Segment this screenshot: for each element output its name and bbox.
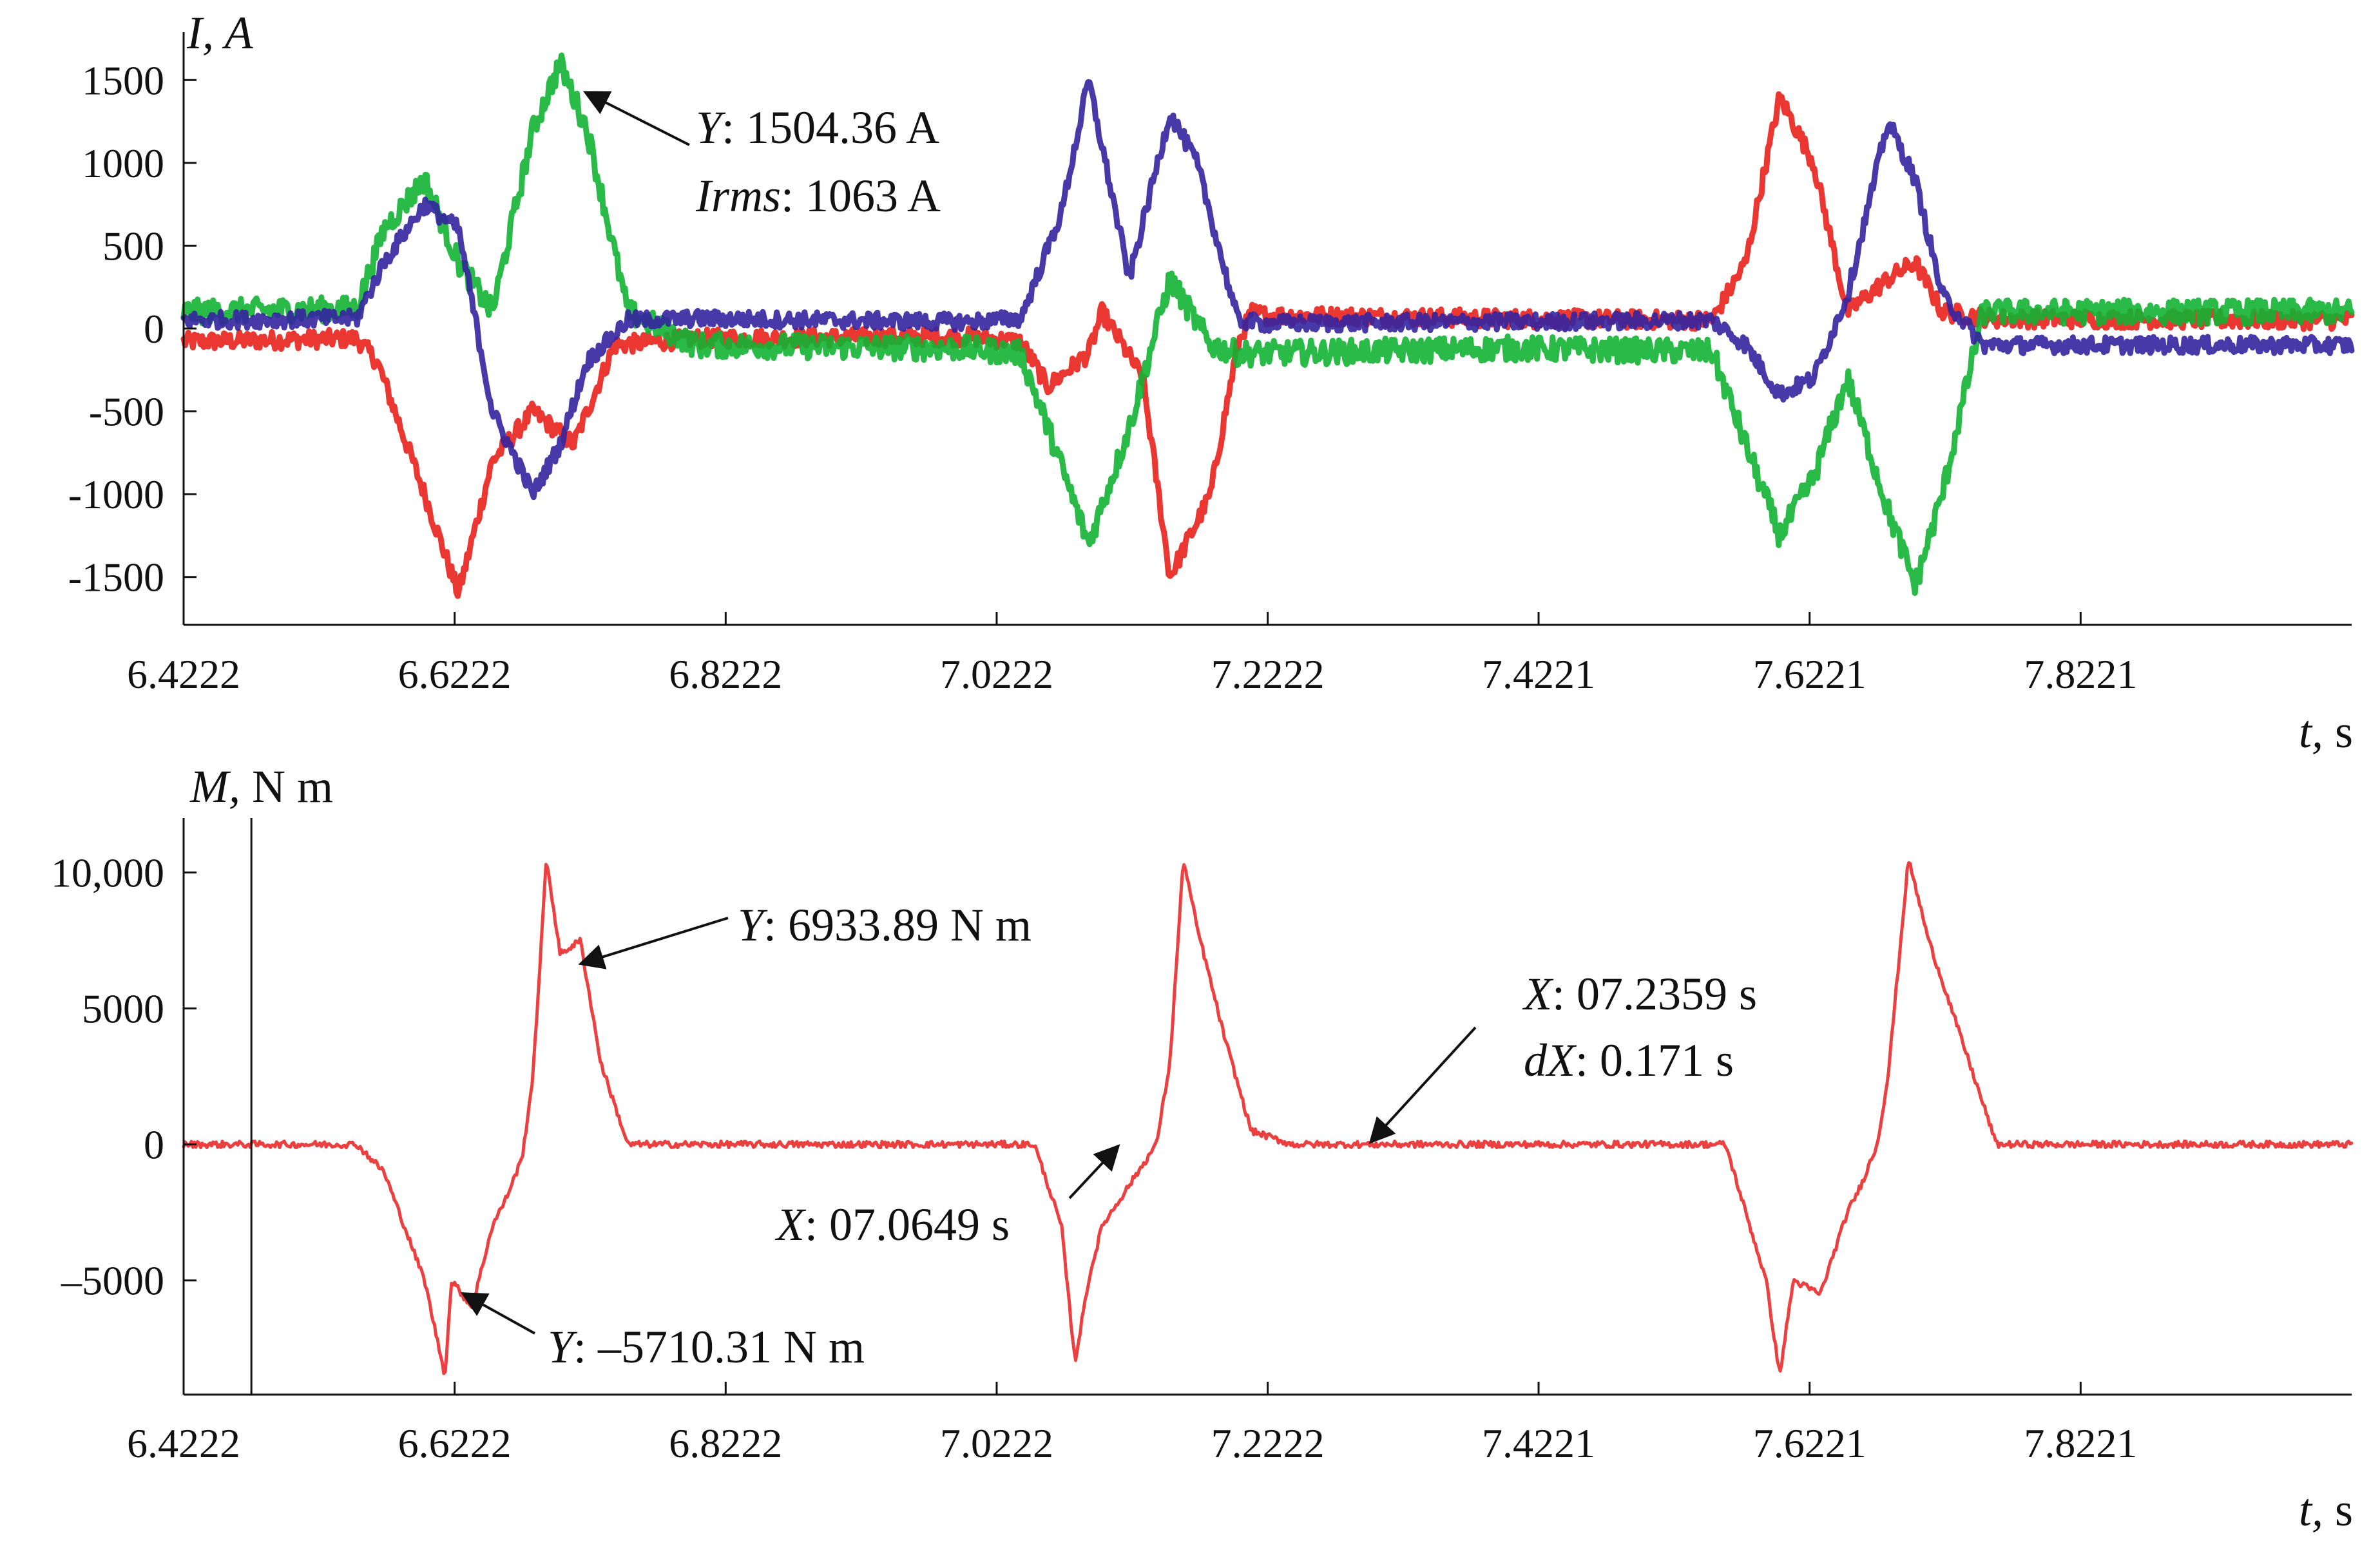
torque-x-tick-label: 7.4221 <box>1482 1420 1595 1466</box>
torque-y-axis-label: M, N m <box>189 761 333 812</box>
torque-chart-panel: 6.4222 6.6222 6.8222 7.0222 7.2222 7.4221 7.62… <box>51 761 2354 1536</box>
torque-x-tick-label: 7.6221 <box>1753 1420 1867 1466</box>
current-series-group <box>180 52 2355 599</box>
torque-y-tick-label: –5000 <box>61 1258 164 1304</box>
torque-y-axis-unit: N m <box>240 761 333 812</box>
current-y-axis-var: I, <box>186 7 214 59</box>
current-peak-arrow <box>582 91 690 146</box>
current-x-tick-label: 7.0222 <box>940 651 1053 697</box>
current-rms-annotation: Irms: 1063 A <box>695 170 941 222</box>
torque-min-arrow <box>461 1292 535 1335</box>
torque-x-axis-label: t, s <box>2299 1484 2353 1536</box>
cursor-x1-annotation: X: 07.0649 s <box>774 1199 1010 1250</box>
current-x-tick-label: 6.8222 <box>669 651 782 697</box>
cursor-x1-annotation-value: : 07.0649 s <box>805 1199 1010 1250</box>
current-x-tick-label: 6.4222 <box>127 651 240 697</box>
torque-x-tick-label: 7.8221 <box>2024 1420 2137 1466</box>
current-series-phase-blue <box>180 79 2355 501</box>
cursor-x2-annotation-value: : 07.2359 s <box>1552 968 1757 1020</box>
current-y-tick-label: 0 <box>144 306 164 352</box>
torque-min-annotation-var: Y <box>548 1321 578 1373</box>
current-y-tick-label: -1500 <box>68 555 164 600</box>
torque-max-annotation: Y: 6933.89 N m <box>738 899 1032 951</box>
current-rms-annotation-var: Irms <box>695 170 781 222</box>
current-series-phase-green <box>180 52 2355 596</box>
current-x-tick-label: 6.6222 <box>398 651 512 697</box>
cursor-x2-annotation-var: X <box>1522 968 1554 1020</box>
current-y-tick-label: -500 <box>89 389 164 435</box>
current-x-tick-label: 7.8221 <box>2024 651 2137 697</box>
torque-x-tick-label: 7.2222 <box>1211 1420 1325 1466</box>
cursor-x1-annotation-var: X <box>774 1199 807 1250</box>
current-x-tick-label: 7.4221 <box>1482 651 1595 697</box>
torque-x-tick-label: 6.4222 <box>127 1420 240 1466</box>
current-rms-annotation-value: : 1063 A <box>781 170 941 222</box>
current-peak-annotation-value: : 1504.36 A <box>722 102 939 153</box>
current-peak-annotation-var: Y <box>696 102 726 153</box>
current-x-axis-label: t, s <box>2299 706 2353 758</box>
cursor-dx-annotation: dX: 0.171 s <box>1524 1035 1734 1086</box>
torque-min-annotation-value: : –5710.31 N m <box>573 1321 865 1373</box>
cursor-x1-arrow <box>1068 1144 1120 1199</box>
current-x-axis-var: t, <box>2299 706 2323 758</box>
cursor-x2-annotation: X: 07.2359 s <box>1522 968 1757 1020</box>
cursor-x2-arrow <box>1368 1026 1477 1144</box>
current-x-tick-label: 7.2222 <box>1211 651 1325 697</box>
current-y-tick-label: -1000 <box>68 472 164 517</box>
torque-series-torque <box>182 861 2354 1375</box>
torque-ticks-group: 6.4222 6.6222 6.8222 7.0222 7.2222 7.4221 7.62… <box>51 850 2137 1466</box>
cursor-dx-annotation-var: dX <box>1524 1035 1577 1086</box>
torque-y-axis-var: M, <box>189 761 240 812</box>
torque-x-tick-label: 7.0222 <box>940 1420 1053 1466</box>
torque-series-group <box>182 861 2354 1375</box>
current-peak-annotation: Y: 1504.36 A <box>696 102 939 153</box>
current-y-tick-label: 500 <box>102 223 164 269</box>
torque-x-tick-label: 6.8222 <box>669 1420 782 1466</box>
torque-max-arrow <box>578 917 729 969</box>
torque-x-axis-var: t, <box>2299 1484 2323 1536</box>
torque-min-annotation: Y: –5710.31 N m <box>548 1321 865 1373</box>
current-chart-panel: 6.4222 6.6222 6.8222 7.0222 7.2222 7.4221 7.62… <box>68 7 2355 758</box>
current-ticks-group: 6.4222 6.6222 6.8222 7.0222 7.2222 7.4221 7.62… <box>68 57 2138 697</box>
current-y-tick-label: 1000 <box>82 140 164 186</box>
torque-y-tick-label: 10,000 <box>51 850 164 895</box>
cursor-dx-annotation-value: : 0.171 s <box>1575 1035 1734 1086</box>
current-y-axis-unit: A <box>214 7 254 59</box>
current-x-axis-unit: s <box>2323 706 2353 758</box>
torque-y-tick-label: 5000 <box>82 986 164 1032</box>
current-y-tick-label: 1500 <box>82 57 164 103</box>
torque-max-annotation-var: Y <box>738 899 768 951</box>
torque-x-tick-label: 6.6222 <box>398 1420 512 1466</box>
torque-y-tick-label: 0 <box>144 1122 164 1168</box>
torque-max-annotation-value: : 6933.89 N m <box>763 899 1032 951</box>
current-y-axis-label: I, A <box>186 7 254 59</box>
current-x-tick-label: 7.6221 <box>1753 651 1867 697</box>
torque-x-axis-unit: s <box>2323 1484 2353 1536</box>
